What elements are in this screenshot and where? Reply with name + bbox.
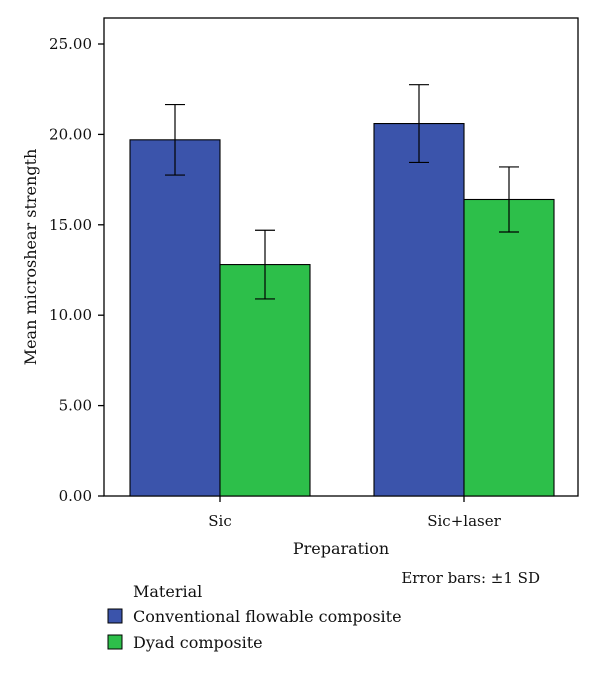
y-axis-title: Mean microshear strength <box>21 149 40 366</box>
legend-title: Material <box>133 582 202 601</box>
error-bar <box>499 166 519 233</box>
bar-conventional-1 <box>373 123 465 497</box>
error-bars-note: Error bars: ±1 SD <box>401 569 540 587</box>
y-tick-label: 15.00 <box>49 216 92 234</box>
error-bar <box>255 229 275 300</box>
y-tick-label: 25.00 <box>49 35 92 53</box>
bar-dyad-1 <box>463 198 555 497</box>
error-bar <box>409 84 429 164</box>
x-tick-label: Sic <box>208 512 231 530</box>
plot-frame <box>103 17 579 497</box>
x-axis-title: Preparation <box>293 539 389 558</box>
legend-label: Dyad composite <box>133 633 263 652</box>
legend-swatch <box>107 608 123 624</box>
x-tick-label: Sic+laser <box>427 512 501 530</box>
y-tick-label: 10.00 <box>49 306 92 324</box>
error-bar <box>165 103 185 176</box>
x-axis-ticks: Sic Sic+laser <box>208 496 502 530</box>
y-tick-label: 20.00 <box>49 125 92 143</box>
bar-conventional-0 <box>129 139 221 497</box>
error-bars-group <box>165 84 519 300</box>
y-axis-ticks: 0.00 5.00 10.00 15.00 20.00 25.00 <box>49 35 104 505</box>
legend-label: Conventional flowable composite <box>133 607 402 626</box>
legend-swatch <box>107 634 123 650</box>
legend: Conventional flowable composite Dyad comp… <box>107 607 402 652</box>
y-tick-label: 5.00 <box>59 397 92 415</box>
bars-group <box>129 123 555 497</box>
y-tick-label: 0.00 <box>59 487 92 505</box>
